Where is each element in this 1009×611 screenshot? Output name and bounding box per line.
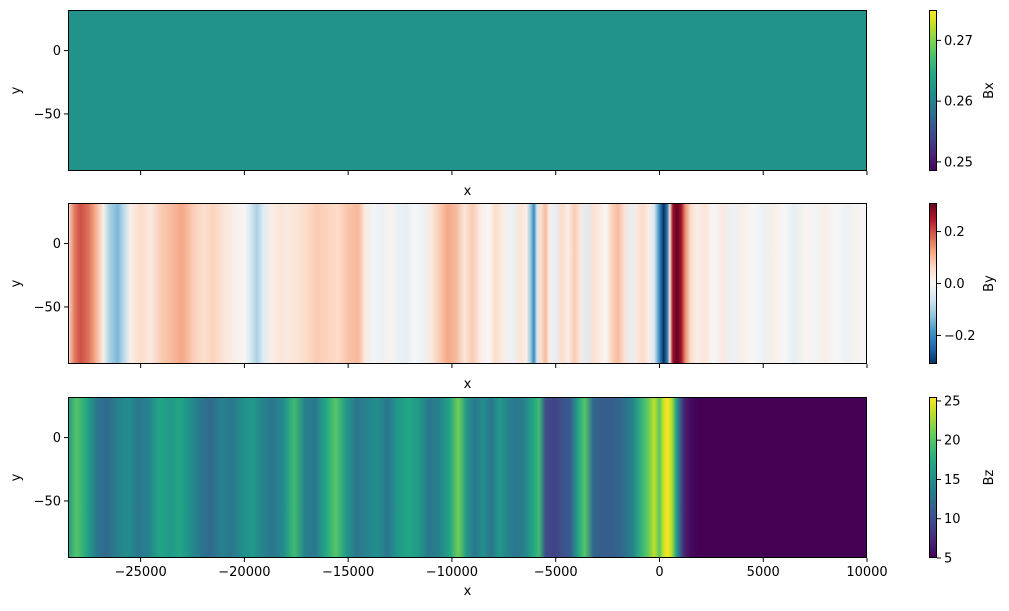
y-tick-label: −50 [34,107,61,122]
colorbar-label: By [982,275,997,292]
colorbar-frame [929,397,937,558]
panel-1: x 0 −50 y 0.27 0.26 0.25 Bx [9,10,997,199]
colorbar: 0.2 0.0 −0.2 By [929,203,997,364]
x-tick-label: −10000 [426,565,478,580]
colorbar-tick-label: 0.26 [944,95,973,110]
x-tick-label: −15000 [322,565,374,580]
x-tick-label: −25000 [115,565,167,580]
x-axis-label: x [464,184,472,199]
y-axis-label: y [9,279,24,287]
colorbar-frame [929,10,937,171]
heatmap-field [68,397,867,558]
heatmap-field [68,10,867,171]
colorbar-label: Bx [982,82,997,99]
y-axis-label: y [9,86,24,94]
plot-frame [68,203,867,364]
x-tick-label: −5000 [534,565,578,580]
panel-2: x 0 −50 y 0.2 0.0 −0.2 By [9,203,997,392]
colorbar-label: Bz [982,469,997,485]
x-tick-label: 0 [655,565,663,580]
x-tick-label: 10000 [846,565,887,580]
colorbar-tick-label: 5 [944,552,952,567]
colorbar-tick-label: −0.2 [944,329,976,344]
colorbar-frame [929,203,937,364]
heatmap-field [68,203,867,364]
colorbar-tick-label: 0.27 [944,34,973,49]
colorbar-tick-label: 0.25 [944,155,973,170]
y-tick-label: 0 [53,44,61,59]
x-axis-label: x [464,377,472,392]
x-axis-label: x [464,584,472,599]
colorbar: 25 20 15 10 5 Bz [929,394,997,567]
plot-frame [68,397,867,558]
colorbar-tick-label: 0.2 [944,225,965,240]
colorbar-tick-label: 0.0 [944,277,965,292]
plot-frame [68,10,867,171]
y-tick-label: −50 [34,494,61,509]
y-axis-label: y [9,473,24,481]
colorbar-gradient [929,10,937,171]
y-tick-label: −50 [34,300,61,315]
x-tick-label: −20000 [218,565,270,580]
colorbar-gradient [929,203,937,364]
y-tick-label: 0 [53,431,61,446]
colorbar-tick-label: 10 [944,512,961,527]
colorbar-gradient [929,397,937,558]
y-tick-label: 0 [53,237,61,252]
colorbar-tick-label: 15 [944,473,961,488]
colorbar: 0.27 0.26 0.25 Bx [929,10,997,171]
panel-3: −25000 −20000 −15000 −10000 −5000 0 5000 10000 x… [9,394,997,599]
colorbar-tick-label: 20 [944,434,961,449]
colorbar-tick-label: 25 [944,394,961,409]
x-tick-label: 5000 [747,565,780,580]
